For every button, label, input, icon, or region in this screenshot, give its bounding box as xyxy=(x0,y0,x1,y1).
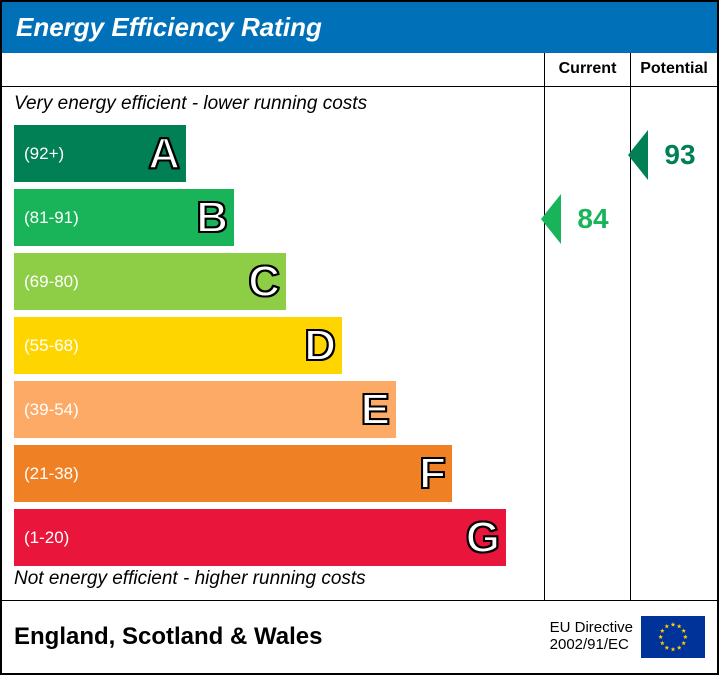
potential-header: Potential xyxy=(631,53,717,87)
band-range: (69-80) xyxy=(24,272,79,292)
band-letter: E xyxy=(361,385,390,435)
top-note: Very energy efficient - lower running co… xyxy=(2,87,544,121)
band-bar: (39-54) E xyxy=(14,381,396,438)
band-range: (39-54) xyxy=(24,400,79,420)
band-letter: A xyxy=(148,129,180,179)
band-d: (55-68) D xyxy=(14,317,544,374)
potential-column: Potential 93 xyxy=(631,53,717,600)
bottom-note: Not energy efficient - higher running co… xyxy=(2,562,378,596)
eu-line2: 2002/91/EC xyxy=(550,637,633,654)
band-bar: (1-20) G xyxy=(14,509,506,566)
eu-directive-text: EU Directive 2002/91/EC xyxy=(550,620,633,653)
band-range: (55-68) xyxy=(24,336,79,356)
current-pointer: 84 xyxy=(561,194,625,244)
band-bar: (55-68) D xyxy=(14,317,342,374)
current-column: Current 84 xyxy=(545,53,631,600)
band-range: (81-91) xyxy=(24,208,79,228)
band-b: (81-91) B xyxy=(14,189,544,246)
band-range: (92+) xyxy=(24,144,64,164)
region-text: England, Scotland & Wales xyxy=(14,623,322,651)
potential-pointer: 93 xyxy=(648,130,712,180)
bands-header-blank xyxy=(2,53,544,87)
band-f: (21-38) F xyxy=(14,445,544,502)
chart-title: Energy Efficiency Rating xyxy=(2,2,717,53)
band-g: (1-20) G xyxy=(14,509,544,566)
eu-line1: EU Directive xyxy=(550,620,633,637)
current-header: Current xyxy=(545,53,630,87)
band-letter: F xyxy=(419,449,446,499)
eu-flag-icon xyxy=(641,616,705,658)
band-bar: (81-91) B xyxy=(14,189,234,246)
band-e: (39-54) E xyxy=(14,381,544,438)
band-a: (92+) A xyxy=(14,125,544,182)
chart-body: Very energy efficient - lower running co… xyxy=(2,53,717,601)
bands-area: (92+) A (81-91) B (69-80) C (55-68) D (39-54) E (2… xyxy=(2,121,544,577)
chart-footer: England, Scotland & Wales EU Directive 2… xyxy=(2,601,717,672)
band-bar: (92+) A xyxy=(14,125,186,182)
band-bar: (21-38) F xyxy=(14,445,452,502)
epc-chart: Energy Efficiency Rating Very energy eff… xyxy=(0,0,719,675)
band-letter: C xyxy=(248,257,280,307)
potential-value: 93 xyxy=(664,139,695,171)
current-value: 84 xyxy=(577,203,608,235)
band-letter: G xyxy=(466,513,500,563)
band-letter: B xyxy=(196,193,228,243)
band-bar: (69-80) C xyxy=(14,253,286,310)
band-c: (69-80) C xyxy=(14,253,544,310)
bands-column: Very energy efficient - lower running co… xyxy=(2,53,545,600)
band-letter: D xyxy=(304,321,336,371)
eu-block: EU Directive 2002/91/EC xyxy=(550,616,705,658)
band-range: (1-20) xyxy=(24,528,69,548)
band-range: (21-38) xyxy=(24,464,79,484)
